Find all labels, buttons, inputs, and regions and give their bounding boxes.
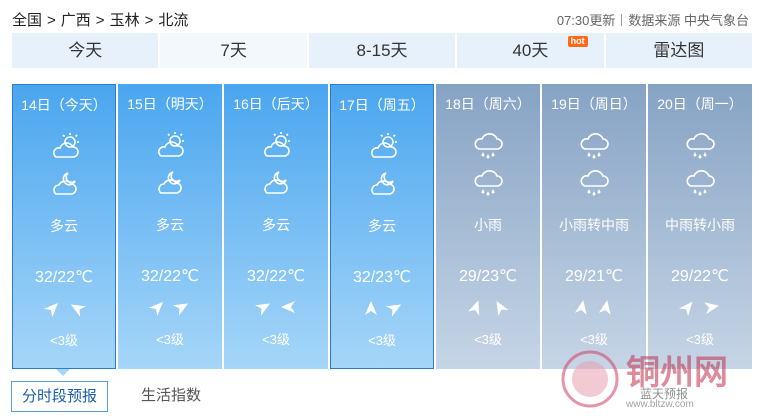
tab[interactable]: 雷达图: [605, 33, 753, 68]
update-time: 07:30更新: [556, 13, 616, 28]
temperature: 32/22℃: [34, 269, 93, 286]
wind-level: <3级: [50, 333, 78, 348]
day-card[interactable]: 14日（今天） 多云 32/22℃ <3级: [12, 84, 116, 369]
weather: 多云: [262, 217, 290, 233]
wind-level: <3级: [156, 332, 184, 347]
day-card[interactable]: 20日（周一） 中雨转小雨 29/22℃ <3级: [648, 84, 752, 369]
day-date: 16日（后天）: [233, 96, 319, 112]
tab[interactable]: 今天: [12, 33, 159, 68]
day-date: 14日（今天）: [21, 97, 107, 113]
wind-level: <3级: [368, 333, 396, 348]
day-card[interactable]: 19日（周日） 小雨转中雨 29/21℃ <3级: [542, 84, 646, 369]
temperature: 32/23℃: [352, 269, 411, 286]
weather: 小雨: [474, 217, 502, 233]
wind-level: <3级: [262, 332, 290, 347]
crumb-link[interactable]: 广西: [60, 12, 91, 29]
hot-badge: hot: [567, 36, 588, 47]
bottom-tab[interactable]: 生活指数: [141, 387, 202, 404]
day-card[interactable]: 15日（明天） 多云 32/22℃ <3级: [118, 84, 222, 369]
day-card[interactable]: 17日（周五） 多云 32/23℃ <3级: [330, 84, 434, 369]
pointer: [56, 369, 70, 376]
weather: 中雨转小雨: [665, 217, 735, 233]
wind-arrows: [43, 298, 87, 318]
day-date: 15日（明天）: [127, 96, 213, 112]
weather: 多云: [368, 218, 396, 234]
weather: 多云: [50, 218, 78, 234]
weather: 多云: [156, 217, 184, 233]
crumb-current: 北流: [158, 12, 189, 29]
tab-bar: 今天 7天 8-15天 40天 hot 雷达图: [12, 33, 753, 68]
wind-arrows: [678, 297, 720, 317]
night-icon: [471, 167, 505, 197]
night-icon: [683, 167, 717, 197]
crumb-sep: >: [144, 12, 154, 29]
day-date: 17日（周五）: [339, 97, 425, 113]
night-icon: [366, 168, 400, 198]
watermark-url: www.bltzw.com: [626, 399, 694, 410]
day-icon: [48, 131, 82, 161]
day-card[interactable]: 16日（后天） 多云 32/22℃ <3级: [224, 84, 328, 369]
crumb-link[interactable]: 全国: [12, 12, 43, 29]
night-icon: [48, 168, 82, 198]
temperature: 29/21℃: [564, 268, 623, 285]
wind-arrows: [254, 298, 295, 316]
wind-level: <3级: [686, 332, 714, 347]
day-icon: [259, 130, 293, 160]
day-date: 19日（周日）: [551, 96, 637, 112]
meta: 07:30更新 数据来源 中央气象台: [557, 10, 749, 29]
day-icon: [471, 130, 505, 160]
temperature: 29/23℃: [458, 268, 517, 285]
day-icon: [366, 131, 400, 161]
crumb-link[interactable]: 玉林: [109, 12, 140, 29]
breadcrumb: 全国 > 广西 > 玉林 > 北流: [12, 9, 193, 30]
crumb-sep: >: [47, 12, 56, 29]
watermark-logo: [561, 350, 619, 408]
night-icon: [577, 167, 611, 197]
day-card[interactable]: 18日（周六） 小雨 29/23℃ <3级: [436, 84, 540, 369]
day-date: 18日（周六）: [445, 96, 531, 112]
wind-arrows: [467, 297, 509, 317]
day-icon: [577, 130, 611, 160]
temperature: 32/22℃: [246, 268, 305, 285]
tab[interactable]: 7天: [160, 33, 307, 68]
night-icon: [259, 167, 293, 197]
tab[interactable]: 8-15天: [308, 33, 456, 68]
day-icon: [683, 130, 717, 160]
night-icon: [153, 167, 187, 197]
tab-label: 40天: [512, 41, 549, 60]
source: 数据来源 中央气象台: [628, 13, 749, 28]
crumb-sep: >: [95, 12, 105, 29]
weather: 小雨转中雨: [559, 217, 629, 233]
temperature: 32/22℃: [140, 268, 199, 285]
day-icon: [153, 130, 187, 160]
day-date: 20日（周一）: [657, 96, 743, 112]
wind-arrows: [574, 299, 614, 315]
wind-arrows: [148, 297, 192, 317]
tab[interactable]: 40天 hot: [457, 33, 604, 68]
wind-level: <3级: [580, 332, 608, 347]
bottom-tab[interactable]: 分时段预报: [11, 381, 109, 412]
wind-arrows: [365, 299, 405, 317]
watermark: 铜州网 蓝天预报 www.bltzw.com: [560, 345, 755, 415]
temperature: 29/22℃: [670, 268, 729, 285]
watermark-name: 铜州网: [626, 355, 728, 392]
watermark-sub: 蓝天预报: [640, 387, 689, 401]
wind-level: <3级: [474, 332, 502, 347]
